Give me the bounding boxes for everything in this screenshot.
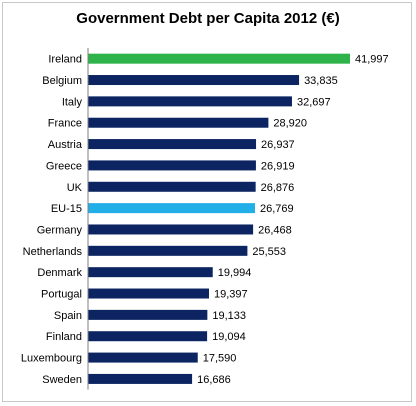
category-label-3: France [48, 118, 82, 130]
bar-15 [88, 373, 193, 384]
data-label-9: 25,553 [252, 246, 286, 258]
category-label-2: Italy [62, 96, 83, 108]
data-label-14: 17,590 [203, 353, 237, 365]
bar-5 [88, 160, 256, 171]
data-label-7: 26,769 [260, 203, 294, 215]
category-label-10: Denmark [37, 267, 82, 279]
bar-2 [88, 96, 292, 107]
data-label-12: 19,133 [212, 310, 246, 322]
bar-0 [88, 53, 350, 64]
category-label-1: Belgium [42, 75, 82, 87]
data-label-11: 19,397 [214, 289, 248, 301]
category-label-8: Germany [37, 224, 83, 236]
bar-3 [88, 117, 269, 128]
bar-12 [88, 309, 208, 320]
data-label-3: 28,920 [273, 118, 307, 130]
category-label-14: Luxembourg [21, 353, 82, 365]
bar-10 [88, 267, 213, 278]
data-label-10: 19,994 [218, 267, 252, 279]
data-label-4: 26,937 [261, 139, 295, 151]
data-label-1: 33,835 [304, 75, 338, 87]
bar-7 [88, 203, 255, 214]
category-label-0: Ireland [48, 54, 82, 66]
bar-6 [88, 181, 256, 192]
bar-9 [88, 245, 248, 256]
data-label-15: 16,686 [197, 374, 231, 386]
category-label-13: Finland [46, 331, 82, 343]
data-label-13: 19,094 [212, 331, 246, 343]
bar-13 [88, 331, 208, 342]
category-label-9: Netherlands [23, 246, 83, 258]
category-label-6: UK [67, 182, 83, 194]
category-label-11: Portugal [41, 289, 82, 301]
bar-8 [88, 224, 254, 235]
bar-4 [88, 139, 257, 150]
category-label-12: Spain [54, 310, 82, 322]
data-label-2: 32,697 [297, 96, 331, 108]
bar-1 [88, 75, 300, 86]
bar-11 [88, 288, 210, 299]
data-label-5: 26,919 [261, 160, 295, 172]
category-label-15: Sweden [42, 374, 82, 386]
data-label-6: 26,876 [261, 182, 295, 194]
category-label-5: Greece [46, 160, 82, 172]
data-label-8: 26,468 [258, 224, 292, 236]
category-label-4: Austria [48, 139, 83, 151]
category-label-7: EU-15 [51, 203, 82, 215]
chart-title: Government Debt per Capita 2012 (€) [76, 10, 340, 27]
bar-14 [88, 352, 198, 363]
data-label-0: 41,997 [355, 54, 389, 66]
